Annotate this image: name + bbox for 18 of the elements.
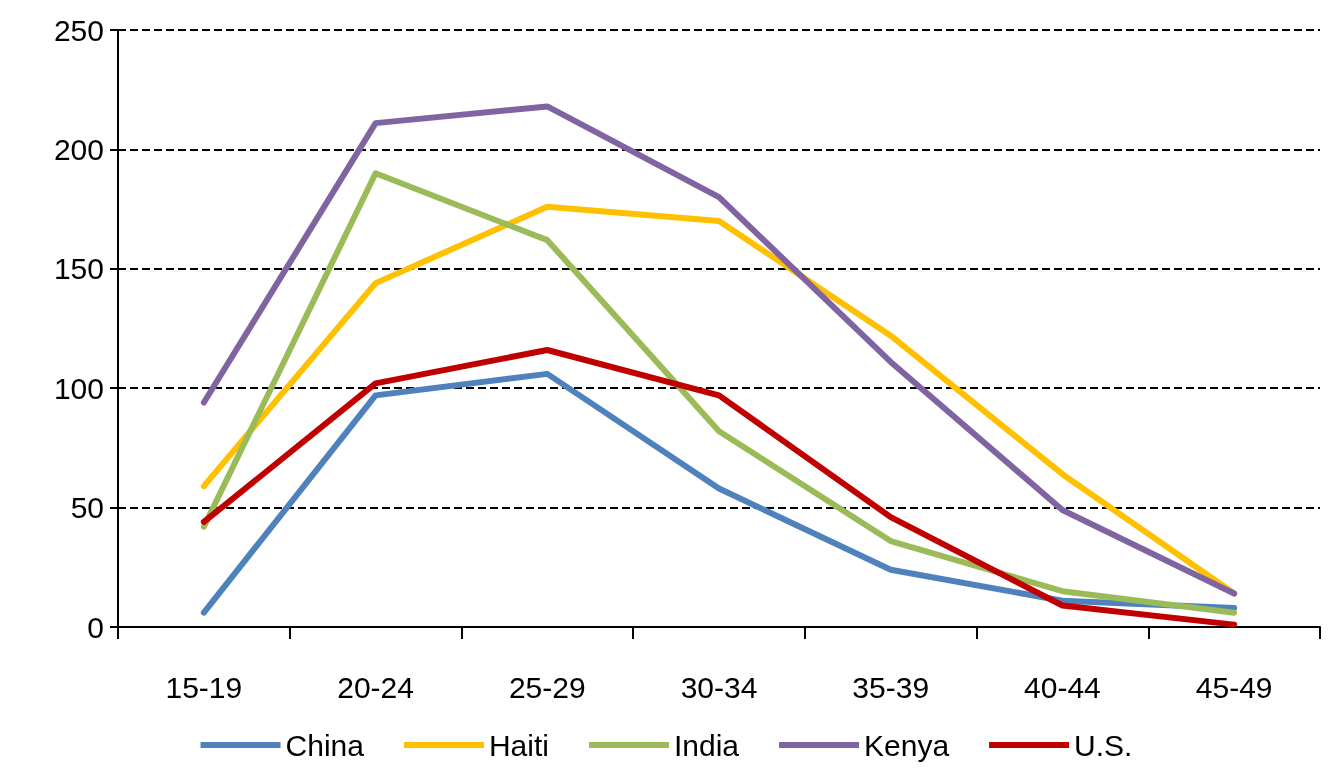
legend-label: China bbox=[285, 728, 365, 762]
legend-label: Kenya bbox=[864, 728, 950, 762]
x-tick-label: 20-24 bbox=[337, 670, 414, 704]
x-tick-label: 25-29 bbox=[508, 670, 586, 704]
legend-label: U.S. bbox=[1074, 728, 1133, 762]
legend-label: Haiti bbox=[488, 728, 549, 762]
y-tick-label: 250 bbox=[53, 13, 104, 47]
x-tick-label: 35-39 bbox=[852, 670, 930, 704]
y-tick-label: 200 bbox=[53, 132, 104, 166]
x-tick-label: 30-34 bbox=[680, 670, 758, 704]
y-tick-label: 0 bbox=[87, 610, 104, 644]
x-tick-label: 15-19 bbox=[165, 670, 243, 704]
y-tick-label: 100 bbox=[53, 371, 104, 405]
y-tick-label: 150 bbox=[53, 252, 104, 286]
legend-label: India bbox=[673, 728, 740, 762]
x-tick-label: 45-49 bbox=[1195, 670, 1273, 704]
y-tick-label: 50 bbox=[70, 491, 104, 525]
x-tick-label: 40-44 bbox=[1024, 670, 1101, 704]
